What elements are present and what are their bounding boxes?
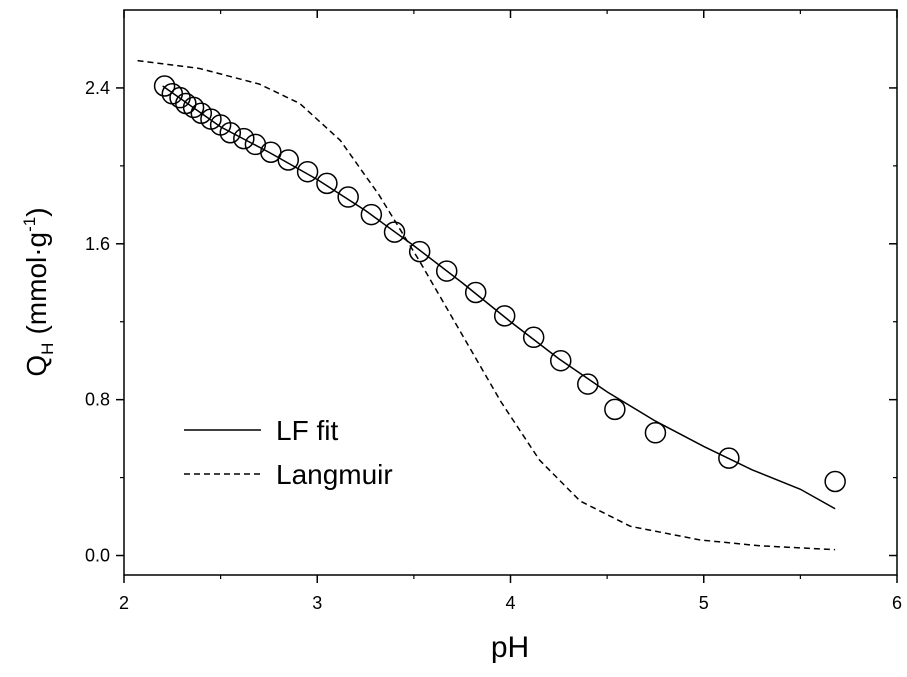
plot-frame: [123, 9, 898, 576]
data-point: [644, 422, 667, 444]
y-tick-label: 0.0: [85, 546, 110, 566]
data-point: [182, 96, 205, 119]
data-point: [233, 127, 255, 150]
data-point: [408, 240, 431, 263]
x-axis-label: pH: [491, 631, 529, 664]
data-point: [522, 326, 545, 349]
x-tick-label: 5: [699, 593, 709, 613]
data-point: [296, 160, 319, 183]
x-tick-label: 6: [892, 593, 902, 613]
x-tick-label: 4: [505, 593, 515, 613]
data-point: [718, 447, 740, 469]
legend-label: LF fit: [276, 415, 338, 446]
series-line: [162, 85, 836, 510]
y-tick-label: 2.4: [85, 78, 110, 98]
data-point: [824, 470, 846, 493]
y-tick-label: 0.8: [85, 390, 110, 410]
data-point: [277, 149, 300, 171]
x-tick-label: 2: [119, 593, 129, 613]
data-point: [219, 121, 242, 144]
x-tick-label: 3: [312, 593, 322, 613]
data-point: [383, 221, 406, 243]
data-point: [161, 83, 184, 105]
data-point: [493, 305, 516, 327]
data-point: [337, 186, 359, 208]
data-point: [464, 281, 487, 304]
data-point: [153, 75, 176, 97]
data-point: [604, 398, 626, 421]
y-label-close: ): [21, 207, 52, 216]
series-line: [137, 59, 836, 551]
data-point: [316, 172, 338, 195]
data-point: [577, 373, 599, 395]
data-point: [360, 203, 383, 226]
y-label-unit: (mmol·g: [21, 232, 52, 335]
y-label-subscript: H: [38, 343, 57, 355]
y-tick-label: 1.6: [85, 234, 110, 254]
y-label-superscript: -1: [20, 217, 39, 232]
data-point: [549, 349, 572, 372]
y-axis-label: QH (mmol·g-1): [20, 207, 57, 376]
y-label-symbol: Q: [21, 355, 52, 377]
data-point: [435, 260, 458, 282]
legend-label: Langmuir: [276, 459, 393, 490]
